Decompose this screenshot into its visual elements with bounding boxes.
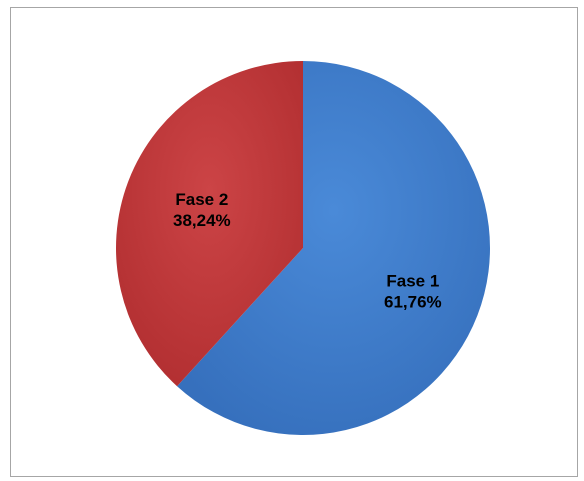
pie-slice-fase-2 [115,61,303,387]
pie-slice-fase-1 [177,61,490,435]
slice-value-label: 38,24% [173,211,231,230]
slice-value-label: 61,76% [384,293,442,312]
slice-category-label: Fase 2 [175,190,228,209]
slice-category-label: Fase 1 [386,272,439,291]
